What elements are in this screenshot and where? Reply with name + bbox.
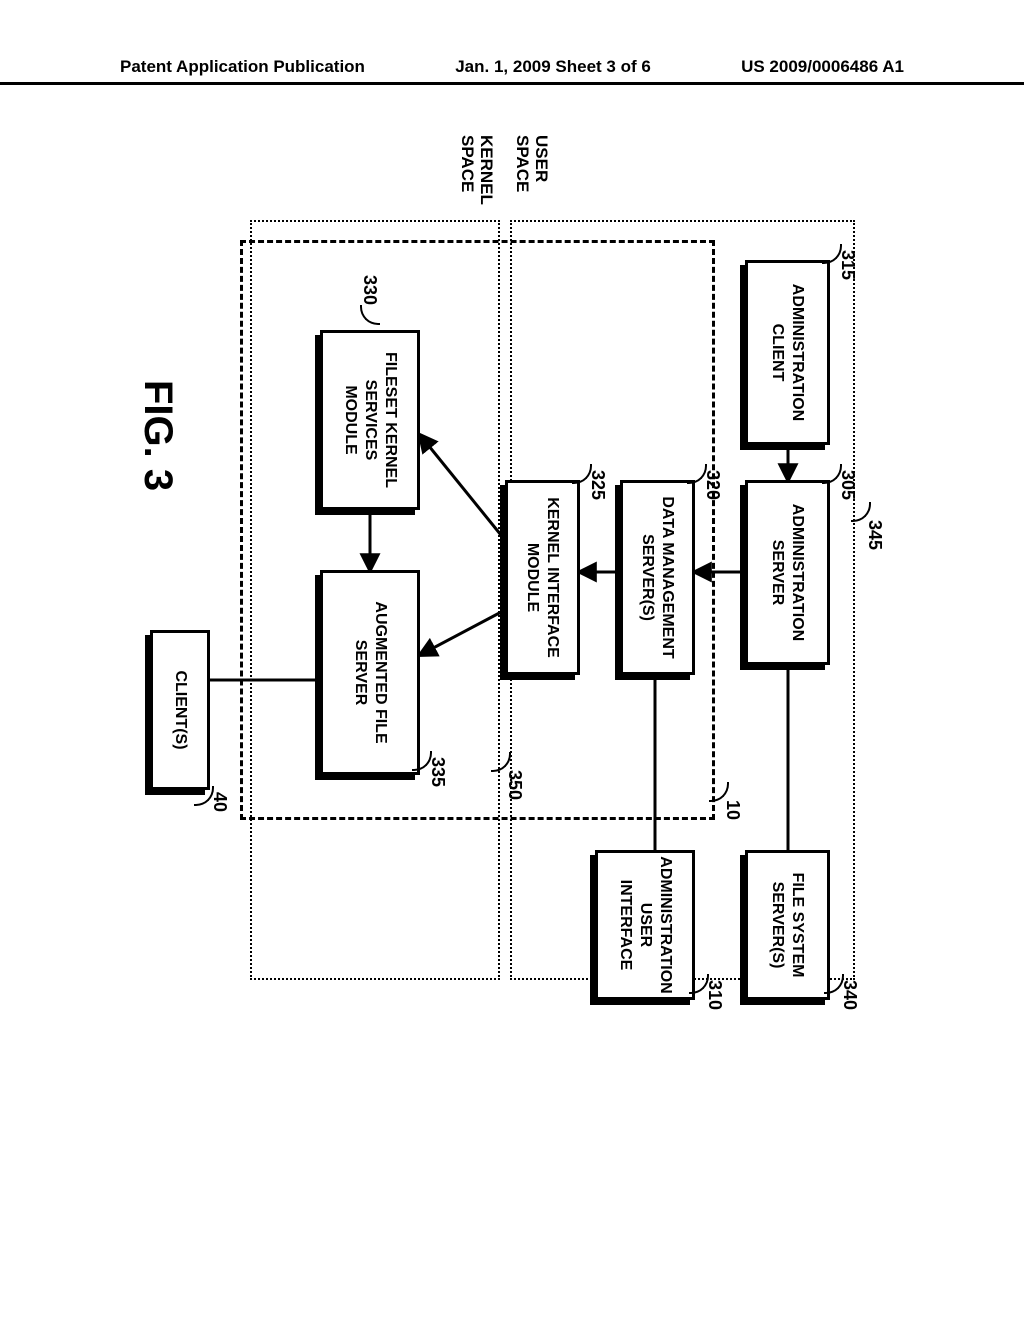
header-right: US 2009/0006486 A1 <box>741 57 904 77</box>
header-center: Jan. 1, 2009 Sheet 3 of 6 <box>455 57 651 77</box>
reference-number: 330 <box>359 275 380 305</box>
reference-number: 310 <box>704 980 725 1010</box>
reference-number: 315 <box>837 250 858 280</box>
block-clients: CLIENT(S) <box>150 630 210 790</box>
reference-number: 320 <box>702 470 723 500</box>
block-kernel_iface: KERNEL INTERFACE MODULE <box>505 480 580 675</box>
kernel-space-label: KERNEL SPACE <box>458 135 495 205</box>
reference-number: 335 <box>427 757 448 787</box>
block-fileset_kernel: FILESET KERNEL SERVICES MODULE <box>320 330 420 510</box>
block-data_mgmt: DATA MANAGEMENT SERVER(S) <box>620 480 695 675</box>
block-admin_client: ADMINISTRATION CLIENT <box>745 260 830 445</box>
reference-number: 305 <box>837 470 858 500</box>
block-admin_server: ADMINISTRATION SERVER <box>745 480 830 665</box>
reference-number: 345 <box>864 520 885 550</box>
diagram-rotated-wrap: FIG. 3 USER SPACE KERNEL SPACE 34535010A… <box>25 275 945 1045</box>
patent-header: Patent Application Publication Jan. 1, 2… <box>0 82 1024 105</box>
header-left: Patent Application Publication <box>120 57 365 77</box>
figure-label: FIG. 3 <box>135 380 180 491</box>
reference-number: 10 <box>722 800 743 820</box>
block-admin_ui: ADMINISTRATION USER INTERFACE <box>595 850 695 1000</box>
block-aug_file_srv: AUGMENTED FILE SERVER <box>320 570 420 775</box>
reference-number: 325 <box>587 470 608 500</box>
block-file_servers: FILE SYSTEM SERVER(S) <box>745 850 830 1000</box>
diagram-canvas: FIG. 3 USER SPACE KERNEL SPACE 34535010A… <box>100 200 870 1120</box>
user-space-label: USER SPACE <box>513 135 550 192</box>
reference-number: 340 <box>839 980 860 1010</box>
